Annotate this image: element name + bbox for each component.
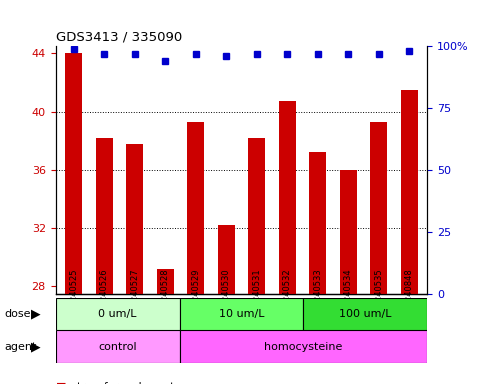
Text: ▶: ▶: [31, 340, 41, 353]
Bar: [157, 269, 174, 294]
Bar: [218, 225, 235, 294]
Text: GSM240533: GSM240533: [313, 268, 322, 319]
Text: GSM240525: GSM240525: [70, 268, 78, 319]
Text: 100 um/L: 100 um/L: [339, 309, 392, 319]
Text: GSM240531: GSM240531: [252, 268, 261, 319]
Text: ▶: ▶: [31, 308, 41, 320]
Bar: [248, 138, 265, 294]
Bar: [303, 298, 427, 330]
Text: GSM240535: GSM240535: [374, 268, 383, 319]
Text: transformed count: transformed count: [77, 382, 174, 384]
Text: GSM240848: GSM240848: [405, 268, 413, 319]
Bar: [56, 330, 180, 363]
Bar: [370, 122, 387, 294]
Text: 10 um/L: 10 um/L: [219, 309, 264, 319]
Bar: [401, 90, 417, 294]
Text: GSM240530: GSM240530: [222, 268, 231, 319]
Text: GSM240526: GSM240526: [100, 268, 109, 319]
Bar: [96, 138, 113, 294]
Bar: [180, 298, 303, 330]
Bar: [180, 330, 427, 363]
Text: GSM240529: GSM240529: [191, 268, 200, 319]
Text: control: control: [98, 341, 137, 352]
Bar: [309, 152, 326, 294]
Bar: [56, 298, 180, 330]
Text: GSM240527: GSM240527: [130, 268, 139, 319]
Text: GSM240534: GSM240534: [344, 268, 353, 319]
Bar: [127, 144, 143, 294]
Bar: [187, 122, 204, 294]
Bar: [66, 53, 82, 294]
Text: homocysteine: homocysteine: [264, 341, 342, 352]
Text: GSM240532: GSM240532: [283, 268, 292, 319]
Text: 0 um/L: 0 um/L: [98, 309, 137, 319]
Bar: [279, 101, 296, 294]
Text: agent: agent: [5, 341, 37, 352]
Bar: [340, 170, 356, 294]
Text: dose: dose: [5, 309, 31, 319]
Text: GDS3413 / 335090: GDS3413 / 335090: [56, 30, 182, 43]
Text: ■: ■: [56, 382, 70, 384]
Text: GSM240528: GSM240528: [161, 268, 170, 319]
